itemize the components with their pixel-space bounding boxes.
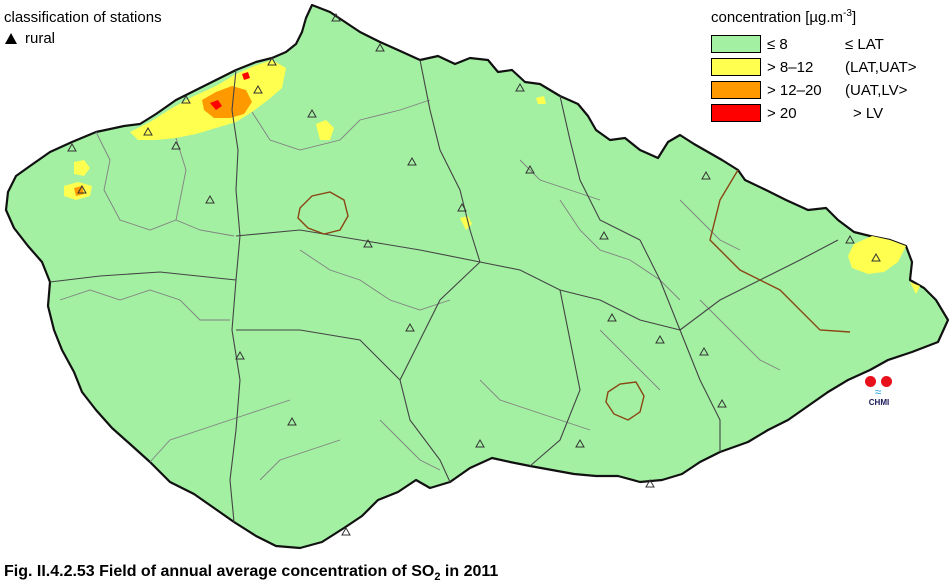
legend-item-1: ≤ 8 ≤ LAT (711, 34, 884, 54)
station-marker (475, 438, 485, 448)
legend-swatch-4 (711, 104, 761, 122)
station-marker (341, 526, 351, 536)
city-outline-east (709, 169, 851, 333)
station-marker (645, 478, 655, 488)
triangle-icon (5, 33, 17, 44)
station-marker (655, 334, 665, 344)
hotspot-east-yellow-3 (536, 96, 546, 104)
hotspot-north-yellow (316, 120, 334, 140)
logo-dot-right (881, 376, 892, 387)
station-marker (331, 12, 341, 22)
station-marker (845, 234, 855, 244)
station-marker (607, 312, 617, 322)
legend-swatch-3 (711, 81, 761, 99)
station-marker (267, 56, 277, 66)
station-markers (67, 12, 881, 536)
station-marker (871, 252, 881, 262)
station-marker (67, 142, 77, 152)
station-marker (701, 170, 711, 180)
station-marker (171, 140, 181, 150)
station-marker (575, 438, 585, 448)
chmi-logo: ≈ CHMI (862, 376, 896, 410)
station-marker (235, 350, 245, 360)
station-marker (205, 194, 215, 204)
hotspot-north-west-red (210, 100, 222, 110)
legend-range-1: ≤ 8 (767, 35, 788, 53)
legend-class-1: ≤ LAT (845, 35, 884, 53)
legend-title: concentration [µg.m-3] (711, 8, 857, 26)
hotspot-west-yellow-1 (74, 160, 90, 176)
station-marker (717, 398, 727, 408)
station-marker (287, 416, 297, 426)
station-marker (407, 156, 417, 166)
legend-class-2: (LAT,UAT> (845, 58, 917, 76)
city-outline-south (605, 381, 645, 421)
figure-caption: Fig. II.4.2.53 Field of annual average c… (4, 563, 499, 584)
station-marker (405, 322, 415, 332)
station-marker (181, 94, 191, 104)
legend-range-4: > 20 (767, 104, 797, 122)
city-outline-west (297, 191, 349, 235)
hotspot-north-west-red-2 (242, 72, 250, 80)
region-lines (49, 59, 839, 523)
station-marker (307, 108, 317, 118)
station-marker (457, 202, 467, 212)
station-marker (77, 184, 87, 194)
legend-swatch-1 (711, 35, 761, 53)
logo-wave-icon: ≈ (874, 385, 882, 399)
station-marker (525, 164, 535, 174)
station-marker (375, 42, 385, 52)
city-outlines (297, 169, 851, 421)
station-marker (699, 346, 709, 356)
station-marker (599, 230, 609, 240)
district-lines (59, 99, 781, 481)
legend-item-2: > 8–12 (LAT,UAT> (711, 57, 917, 77)
legend-item-3: > 12–20 (UAT,LV> (711, 80, 907, 100)
legend-class-3: (UAT,LV> (845, 81, 908, 99)
legend-range-2: > 8–12 (767, 58, 814, 76)
logo-text: CHMI (868, 398, 890, 407)
station-marker (363, 238, 373, 248)
station-marker (143, 126, 153, 136)
hotspot-north-west-orange (202, 86, 252, 118)
stations-rural-entry: rural (4, 30, 55, 47)
hotspot-east-yellow-2 (910, 282, 920, 294)
rural-label: rural (25, 30, 56, 47)
station-marker (515, 82, 525, 92)
legend-range-3: > 12–20 (767, 81, 822, 99)
legend-swatch-2 (711, 58, 761, 76)
station-marker (253, 84, 263, 94)
legend-item-4: > 20 > LV (711, 103, 883, 123)
logo-dot-left (865, 376, 876, 387)
stations-classification-title: classification of stations (4, 9, 162, 26)
legend-class-4: > LV (853, 104, 884, 122)
